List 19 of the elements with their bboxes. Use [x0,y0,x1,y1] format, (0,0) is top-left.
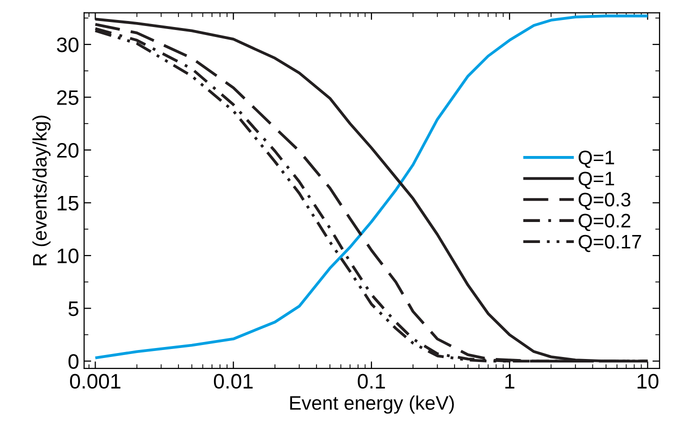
y-tick-label: 5 [68,302,78,316]
y-tick-label: 25 [57,90,78,105]
legend-label: Q=0.2 [578,214,630,232]
y-axis-title: R (events/day/kg) [32,116,51,266]
x-tick-label: 1 [505,374,514,388]
legend-label: Q=1 [578,150,614,168]
x-tick-label: 0.1 [358,374,385,389]
y-tick-label: 15 [58,196,78,211]
legend-label: Q=0.3 [578,192,630,210]
legend-label: Q=1 [578,172,614,189]
x-tick-label: 0.001 [70,374,120,389]
y-tick-label: 20 [57,143,78,158]
y-tick-label: 0 [68,354,78,369]
x-tick-label: 10 [638,374,658,389]
legend-label: Q=0.17 [578,234,642,252]
y-tick-label: 30 [56,37,78,52]
x-axis-title: Event energy (keV) [290,396,454,414]
y-tick-label: 10 [58,248,78,264]
x-tick-label: 0.01 [214,374,253,389]
